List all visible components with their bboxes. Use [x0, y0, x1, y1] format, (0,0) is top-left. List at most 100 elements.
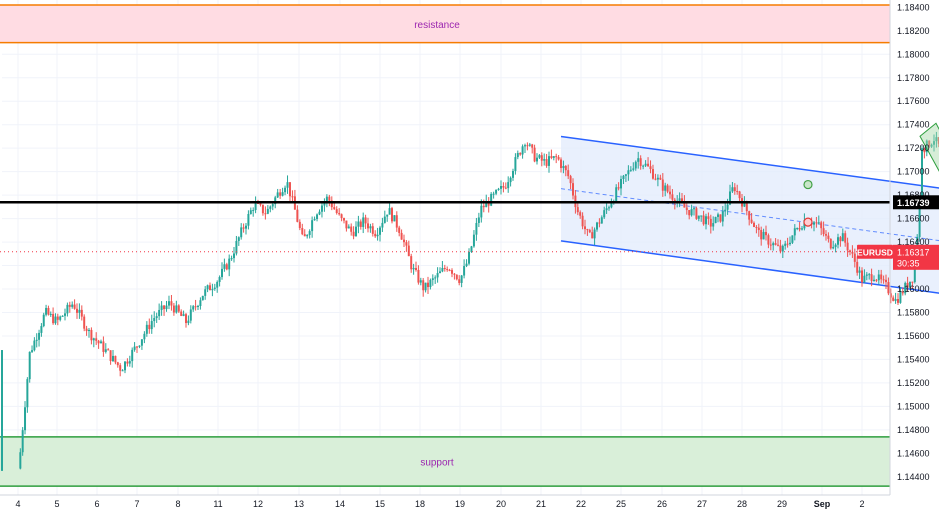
candle-body — [150, 321, 153, 330]
candle-body — [861, 270, 863, 283]
candle-body — [755, 227, 758, 229]
x-tick-label: 22 — [576, 499, 586, 509]
candle-body — [223, 264, 226, 269]
x-tick-label: 25 — [616, 499, 626, 509]
channel-fill — [561, 136, 939, 294]
candle-body — [138, 345, 141, 347]
candle-body — [738, 191, 741, 199]
candle-body — [306, 234, 309, 237]
candle-body — [281, 192, 284, 196]
candle-body — [695, 208, 698, 219]
candle-body — [102, 341, 105, 352]
candle-body — [204, 289, 207, 296]
candle-body — [291, 196, 294, 198]
candle-body — [769, 244, 772, 246]
candle-body — [189, 309, 192, 321]
candle-body — [38, 332, 41, 340]
candle-body — [374, 233, 377, 237]
candle-body — [128, 361, 131, 364]
candle-body — [906, 282, 909, 288]
candle-body — [772, 243, 775, 246]
candle-body — [83, 316, 86, 329]
y-tick-label: 1.15200 — [897, 378, 930, 388]
candle-body — [502, 186, 505, 188]
candle-body — [237, 237, 240, 241]
candle-body — [863, 275, 866, 283]
candle-body — [781, 245, 784, 252]
candle-body — [271, 204, 274, 207]
candle-body — [507, 182, 510, 189]
alert-marker-red[interactable] — [803, 217, 813, 227]
candle-body — [777, 244, 779, 246]
candle-body — [617, 187, 620, 189]
candle-body — [933, 141, 935, 145]
candle-body — [453, 273, 456, 275]
candle-body — [446, 268, 449, 271]
candle-body — [308, 231, 311, 235]
candle-body — [540, 155, 543, 161]
y-tick-label: 1.18400 — [897, 2, 930, 12]
candle-body — [97, 340, 100, 344]
candle-body — [500, 186, 502, 189]
candle-body — [584, 226, 586, 230]
candle-body — [136, 346, 138, 348]
candle-body — [678, 198, 681, 201]
candle-body — [856, 261, 859, 273]
x-tick-label: 29 — [777, 499, 787, 509]
candle-body — [681, 198, 683, 203]
candle-body — [424, 282, 427, 291]
candle-body — [925, 140, 928, 153]
candle-body — [95, 338, 98, 341]
candle-body — [700, 215, 703, 217]
candle-body — [482, 205, 485, 208]
candle-body — [531, 144, 534, 148]
side-markers[interactable] — [803, 179, 813, 227]
candle-body — [538, 155, 541, 158]
candle-body — [564, 166, 567, 171]
candle-body — [837, 237, 839, 245]
candle-body — [750, 219, 753, 223]
candle-body — [52, 313, 55, 324]
candle-body — [586, 229, 589, 231]
highlight-box — [919, 122, 939, 172]
resistance-label: resistance — [414, 20, 460, 31]
x-tick-label: 20 — [496, 499, 506, 509]
candle-body — [719, 214, 722, 222]
y-tick-label: 1.17800 — [897, 73, 930, 83]
candle-body — [627, 170, 630, 175]
candle-body — [512, 170, 514, 178]
candle-body — [846, 242, 849, 251]
candle-body — [194, 306, 197, 308]
candle-body — [516, 153, 519, 158]
candle-body — [858, 270, 861, 273]
candle-body — [634, 161, 637, 169]
candle-body — [671, 194, 674, 200]
alert-marker-green[interactable] — [803, 179, 813, 190]
candle-body — [180, 311, 183, 316]
candle-body — [318, 211, 321, 215]
current-price-label: 1.16317 — [897, 247, 930, 257]
candle-body — [882, 279, 885, 281]
candle-body — [605, 208, 608, 211]
candle-body — [791, 235, 794, 243]
candle-body — [844, 233, 847, 243]
candle-body — [216, 282, 219, 288]
candle-body — [827, 235, 830, 239]
candle-body — [897, 299, 899, 303]
candle-body — [330, 200, 333, 208]
candle-body — [683, 202, 686, 208]
y-tick-label: 1.15000 — [897, 401, 930, 411]
candle-body — [913, 264, 916, 283]
candle-body — [921, 148, 923, 203]
candle-body — [615, 187, 618, 202]
candle-body — [221, 268, 223, 278]
candle-body — [798, 227, 801, 230]
y-tick-label: 1.17400 — [897, 120, 930, 130]
candle-body — [233, 253, 235, 259]
candle-body — [31, 350, 34, 352]
candle-body — [637, 158, 640, 162]
candle-body — [26, 379, 29, 408]
resistance-zone — [0, 5, 890, 43]
x-tick-label: 7 — [134, 499, 139, 509]
